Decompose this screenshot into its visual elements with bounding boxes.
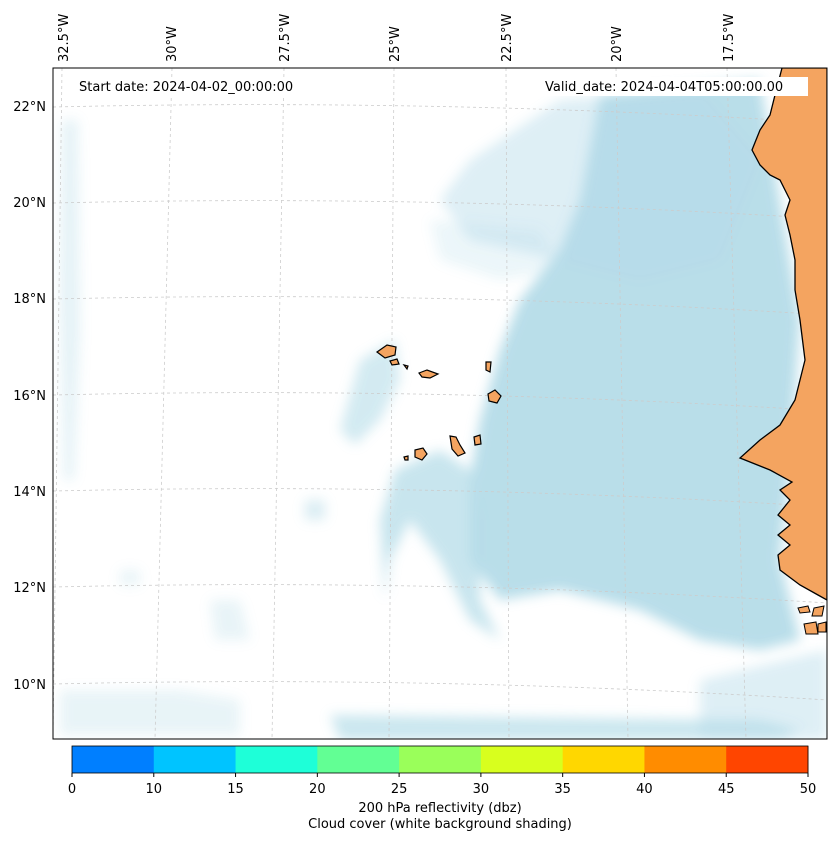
cloud-band-south (330, 715, 800, 739)
meridian-32.5 (53, 68, 63, 739)
lat-label-18n: 18°N (13, 292, 46, 307)
colorbar-segment (480, 746, 564, 773)
island-sao-vicente (389, 358, 400, 366)
lat-label-12n: 12°N (13, 581, 46, 596)
lon-label-32.5w: 32.5°W (57, 14, 72, 62)
colorbar-tick-label: 50 (800, 782, 817, 797)
valid-date-box (540, 77, 808, 96)
colorbar-segment (317, 746, 400, 773)
lon-label-27.5w: 27.5°W (278, 14, 293, 62)
bijagos-island-3 (803, 621, 819, 635)
parallel-20 (53, 200, 827, 220)
island-brava (403, 455, 409, 461)
colorbar-tick-label: 0 (68, 782, 76, 797)
africa-land (738, 68, 827, 601)
meridian-20 (615, 68, 629, 739)
colorbar-segment (644, 746, 727, 773)
island-maio (473, 434, 482, 446)
island-santo-antao (375, 344, 397, 359)
colorbar-frame (71, 745, 809, 774)
colorbar-segments (72, 746, 809, 773)
meridian-25 (388, 68, 395, 739)
meridian-30 (154, 68, 173, 739)
colorbar-segment (399, 746, 482, 773)
graticule (53, 68, 827, 739)
colorbar-segment (562, 746, 645, 773)
island-fogo (414, 447, 428, 461)
colorbar-label-1: 200 hPa reflectivity (dbz) (358, 801, 522, 816)
meridian-22.5 (505, 68, 510, 739)
lon-label-20w: 20°W (610, 26, 625, 62)
bijagos-island-1 (797, 605, 811, 614)
colorbar: 0 10 15 20 25 30 35 40 45 50 (68, 745, 816, 797)
lon-label-30w: 30°W (165, 26, 180, 62)
lon-label-22.5w: 22.5°W (500, 14, 515, 62)
start-date-box (74, 77, 314, 96)
parallel-14 (53, 488, 827, 508)
cloud-patch-sm2 (120, 570, 140, 585)
lat-label-14n: 14°N (13, 485, 46, 500)
plot-frame (52, 67, 828, 740)
colorbar-label-2: Cloud cover (white background shading) (308, 817, 572, 832)
cloud-patch-mid (210, 600, 250, 640)
colorbar-tick-label: 20 (309, 782, 326, 797)
cloud-band-islands (380, 450, 500, 640)
meridian-27.5 (271, 68, 285, 739)
parallel-18 (53, 296, 827, 316)
bijagos-island-2 (811, 605, 825, 617)
parallel-22 (53, 104, 827, 124)
colorbar-tick-label: 15 (227, 782, 244, 797)
lat-label-16n: 16°N (13, 389, 46, 404)
island-boa-vista (487, 389, 502, 404)
cloud-cover-layer (60, 80, 827, 739)
island-santa-luzia (402, 364, 409, 371)
cloud-patch-sw (60, 690, 240, 735)
cloud-band-southeast (700, 650, 827, 739)
island-sal (485, 361, 492, 373)
cloud-band-northwest (340, 340, 400, 445)
lon-labels: 32.5°W 30°W 27.5°W 25°W 22.5°W 20°W 17.5… (57, 14, 737, 62)
bijagos-island-4 (817, 621, 827, 633)
valid-date-label: Valid_date: 2024-04-04T05:00:00.00 (545, 80, 783, 95)
lat-labels: 22°N 20°N 18°N 16°N 14°N 12°N 10°N (13, 100, 46, 693)
parallel-12 (53, 584, 827, 604)
colorbar-segment (153, 746, 237, 773)
colorbar-ticks: 0 10 15 20 25 30 35 40 45 50 (68, 773, 816, 797)
island-sao-nicolau (418, 369, 440, 379)
lon-label-17.5w: 17.5°W (722, 14, 737, 62)
colorbar-segment (72, 746, 155, 773)
colorbar-tick-label: 45 (718, 782, 735, 797)
colorbar-tick-label: 30 (473, 782, 490, 797)
colorbar-segment (726, 746, 809, 773)
parallel-10 (53, 681, 827, 701)
parallel-16 (53, 392, 827, 412)
colorbar-segment (235, 746, 318, 773)
start-date-label: Start date: 2024-04-02_00:00:00 (79, 80, 293, 95)
colorbar-tick-label: 35 (554, 782, 571, 797)
colorbar-tick-label: 40 (636, 782, 653, 797)
meridian-17.5 (726, 68, 747, 739)
cloud-patch-sm1 (305, 500, 325, 520)
lon-label-25w: 25°W (388, 26, 403, 62)
lat-label-20n: 20°N (13, 196, 46, 211)
cloud-strip-west (60, 120, 80, 480)
island-santiago (449, 435, 466, 457)
colorbar-tick-label: 25 (391, 782, 408, 797)
cape-verde-islands (375, 344, 502, 461)
lat-label-22n: 22°N (13, 100, 46, 115)
colorbar-tick-label: 10 (146, 782, 163, 797)
cloud-patch-center (430, 220, 560, 280)
lat-label-10n: 10°N (13, 678, 46, 693)
